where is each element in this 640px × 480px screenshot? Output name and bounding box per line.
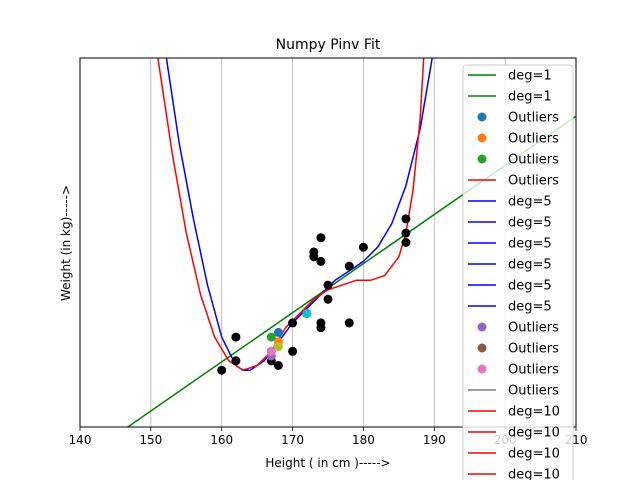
outlier-point xyxy=(273,327,283,337)
data-point xyxy=(288,346,298,356)
legend-swatch xyxy=(477,364,487,374)
data-point xyxy=(316,233,326,243)
legend-label: deg=1 xyxy=(508,69,552,84)
y-axis-label: Weight (in kg)-----> xyxy=(59,185,73,301)
chart-title: Numpy Pinv Fit xyxy=(276,37,381,53)
legend-label: Outliers xyxy=(508,321,559,336)
legend-label: Outliers xyxy=(508,363,559,378)
legend-label: deg=5 xyxy=(508,216,552,231)
legend-swatch xyxy=(477,133,487,143)
data-point xyxy=(217,365,227,375)
data-point xyxy=(401,228,411,238)
legend-label: deg=5 xyxy=(508,279,552,294)
legend-label: deg=1 xyxy=(508,90,552,105)
legend-label: deg=5 xyxy=(508,195,552,210)
data-point xyxy=(231,356,241,366)
legend-label: deg=10 xyxy=(508,426,560,441)
legend: deg=1 deg=1 Outliers Outliers Outliers Outlie… xyxy=(462,64,574,480)
legend-label: deg=10 xyxy=(508,447,560,462)
legend-swatch xyxy=(477,343,487,353)
x-axis-label: Height ( in cm )-----> xyxy=(265,456,390,470)
legend-swatch xyxy=(477,322,487,332)
data-point xyxy=(288,318,298,328)
legend-label: deg=5 xyxy=(508,258,552,273)
data-point xyxy=(323,294,333,304)
x-tick-label: 160 xyxy=(210,433,233,447)
legend-label: deg=10 xyxy=(508,405,560,420)
data-point xyxy=(309,247,319,257)
legend-label: deg=5 xyxy=(508,237,552,252)
outlier-point xyxy=(302,308,312,318)
outlier-point xyxy=(266,332,276,342)
legend-label: Outliers xyxy=(508,132,559,147)
data-point xyxy=(401,238,411,247)
x-tick-label: 140 xyxy=(69,433,92,447)
legend-swatch xyxy=(477,112,487,122)
legend-label: deg=5 xyxy=(508,300,552,315)
outlier-point xyxy=(266,346,276,356)
data-point xyxy=(316,318,326,328)
data-point xyxy=(273,361,283,370)
legend-label: Outliers xyxy=(508,384,559,399)
outlier-point xyxy=(273,342,283,352)
legend-swatch xyxy=(477,154,487,164)
legend-label: deg=10 xyxy=(508,468,560,480)
data-point xyxy=(323,280,333,290)
x-tick-label: 170 xyxy=(281,433,304,447)
legend-label: Outliers xyxy=(508,342,559,357)
x-tick-label: 150 xyxy=(139,433,162,447)
legend-frame xyxy=(462,64,574,480)
data-point xyxy=(316,256,326,266)
x-tick-label: 180 xyxy=(352,433,375,447)
data-point xyxy=(344,261,354,271)
data-point xyxy=(358,242,368,252)
axes-frame xyxy=(79,57,577,428)
x-tick-label: 190 xyxy=(423,433,446,447)
legend-label: Outliers xyxy=(508,174,559,189)
data-point xyxy=(344,318,354,328)
data-point xyxy=(231,332,241,342)
data-point xyxy=(401,214,411,224)
legend-label: Outliers xyxy=(508,153,559,168)
legend-label: Outliers xyxy=(508,111,559,126)
